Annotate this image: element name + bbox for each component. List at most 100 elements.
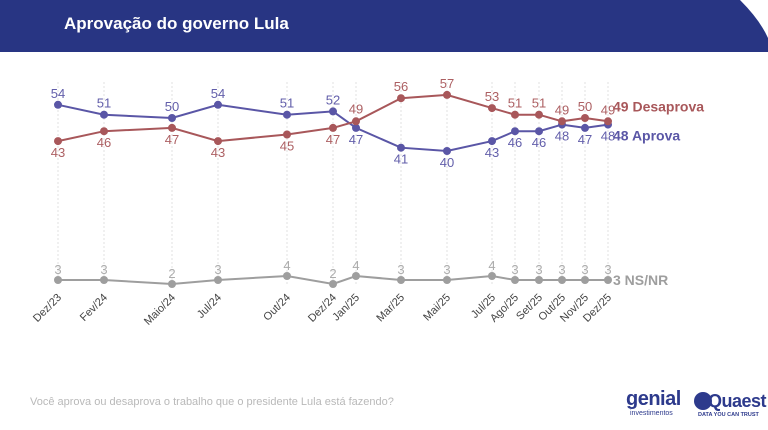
data-label: 3: [443, 262, 450, 277]
x-tick-label: Maio/24: [142, 292, 178, 328]
data-label: 2: [329, 266, 336, 281]
data-label: 53: [485, 89, 499, 104]
data-label: 46: [508, 135, 522, 150]
header-background: [0, 0, 768, 52]
data-label: 51: [508, 96, 522, 111]
data-point: [100, 110, 108, 119]
data-label: 49: [601, 102, 615, 117]
data-point: [283, 110, 291, 119]
data-point: [558, 117, 566, 126]
x-tick-label: Fev/24: [78, 292, 110, 324]
genial-logo: genial investimentos: [624, 388, 690, 420]
data-point: [168, 114, 176, 122]
data-label: 3: [100, 262, 107, 277]
data-label: 50: [165, 99, 179, 114]
data-point: [168, 123, 176, 132]
data-label: 43: [485, 145, 499, 160]
survey-question: Você aprova ou desaprova o trabalho que …: [30, 396, 394, 408]
data-point: [352, 123, 360, 132]
data-point: [488, 272, 496, 280]
x-tick-label: Jul/24: [195, 292, 224, 321]
header-bar: Aprovação do governo Lula: [0, 0, 768, 52]
data-label: 3: [54, 262, 61, 277]
data-label: 57: [440, 76, 454, 91]
quaest-logo-subtext: DATA YOU CAN TRUST: [698, 412, 759, 418]
genial-logo-subtext: investimentos: [630, 410, 673, 417]
quaest-logo: Quaest DATA YOU CAN TRUST: [694, 390, 767, 420]
data-point: [214, 137, 222, 146]
data-point: [283, 130, 291, 139]
data-label: 3: [397, 262, 404, 277]
end-label-nsnr: 3 NS/NR: [613, 272, 668, 288]
data-label: 43: [211, 145, 225, 160]
data-point: [100, 276, 108, 284]
data-point: [511, 276, 519, 284]
data-label: 54: [51, 86, 65, 101]
quaest-logo-mark: [694, 392, 712, 410]
approval-line-chart: Dez/23 Fev/24 Maio/24 Jul/24 Out/24 Dez/24Jan…: [31, 76, 704, 328]
data-label: 46: [97, 135, 111, 150]
data-point: [283, 272, 291, 280]
data-point: [329, 123, 337, 132]
data-label: 54: [211, 86, 225, 101]
data-label: 49: [349, 101, 363, 116]
data-label: 51: [532, 96, 546, 111]
genial-logo-text: genial: [626, 388, 681, 410]
data-label: 41: [394, 152, 408, 167]
data-point: [54, 137, 62, 146]
x-tick-label: Out/24: [261, 292, 293, 324]
data-label: 47: [326, 132, 340, 147]
data-point: [54, 276, 62, 284]
data-label: 2: [168, 266, 175, 281]
data-point: [604, 117, 612, 126]
data-label: 4: [488, 258, 495, 273]
data-label: 52: [326, 92, 340, 107]
data-point: [397, 94, 405, 103]
data-label: 47: [349, 132, 363, 147]
data-label: 40: [440, 155, 454, 170]
data-point: [604, 276, 612, 284]
data-point: [511, 127, 519, 136]
data-point: [397, 143, 405, 152]
data-label: 56: [394, 79, 408, 94]
data-point: [352, 272, 360, 280]
data-point: [214, 276, 222, 284]
data-label: 43: [51, 145, 65, 160]
data-point: [100, 127, 108, 136]
data-label: 4: [352, 258, 359, 273]
data-label: 4: [283, 258, 290, 273]
data-point: [581, 123, 589, 132]
data-point: [581, 114, 589, 122]
data-label: 47: [578, 132, 592, 147]
data-point: [581, 276, 589, 284]
data-point: [329, 280, 337, 288]
data-label: 45: [280, 139, 294, 154]
data-point: [535, 127, 543, 136]
end-label-desaprova: 49 Desaprova: [613, 98, 704, 114]
data-label: 3: [511, 262, 518, 277]
data-point: [352, 117, 360, 126]
data-label: 3: [604, 262, 611, 277]
data-label: 3: [535, 262, 542, 277]
data-point: [511, 110, 519, 119]
end-label-aprova: 48 Aprova: [613, 128, 680, 144]
data-label: 3: [558, 262, 565, 277]
data-point: [443, 147, 451, 155]
data-label: 50: [578, 99, 592, 114]
page-title: Aprovação do governo Lula: [64, 14, 289, 33]
data-label: 3: [581, 262, 588, 277]
data-point: [535, 110, 543, 119]
data-point: [168, 280, 176, 288]
data-point: [214, 100, 222, 109]
data-point: [443, 90, 451, 99]
data-point: [397, 276, 405, 284]
data-point: [558, 276, 566, 284]
data-point: [535, 276, 543, 284]
data-label: 49: [555, 102, 569, 117]
x-tick-label: Mai/25: [421, 292, 453, 324]
x-tick-label: Mar/25: [374, 292, 407, 325]
data-label: 46: [532, 135, 546, 150]
data-label: 51: [280, 96, 294, 111]
data-point: [443, 276, 451, 284]
data-label: 48: [601, 129, 615, 144]
